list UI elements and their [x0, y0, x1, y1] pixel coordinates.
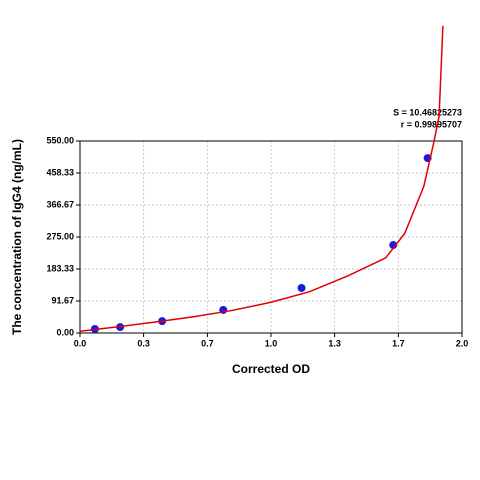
- annotation: r = 0.99895707: [401, 119, 462, 129]
- x-tick-label: 0.3: [137, 338, 150, 348]
- point: [389, 241, 398, 250]
- plot-frame: [79, 140, 463, 334]
- y-tick-label: 0.00: [56, 327, 74, 337]
- x-tick-label: 1.7: [392, 338, 405, 348]
- y-tick-label: 458.33: [46, 167, 74, 177]
- y-tick-label: 550.00: [46, 135, 74, 145]
- x-tick-label: 0.7: [201, 338, 214, 348]
- x-tick-label: 1.3: [328, 338, 341, 348]
- y-tick-label: 275.00: [46, 231, 74, 241]
- x-tick-label: 0.0: [74, 338, 87, 348]
- x-axis-label: Corrected OD: [232, 362, 310, 376]
- point: [297, 283, 306, 292]
- fit-curve: [79, 25, 444, 332]
- annotation: S = 10.46825273: [393, 107, 462, 117]
- x-tick-label: 2.0: [456, 338, 469, 348]
- y-tick-label: 91.67: [51, 295, 74, 305]
- y-axis-label: The concentration of IgG4 (ng/mL): [10, 139, 24, 335]
- y-tick-label: 183.33: [46, 263, 74, 273]
- x-tick-label: 1.0: [265, 338, 278, 348]
- y-tick-label: 366.67: [46, 199, 74, 209]
